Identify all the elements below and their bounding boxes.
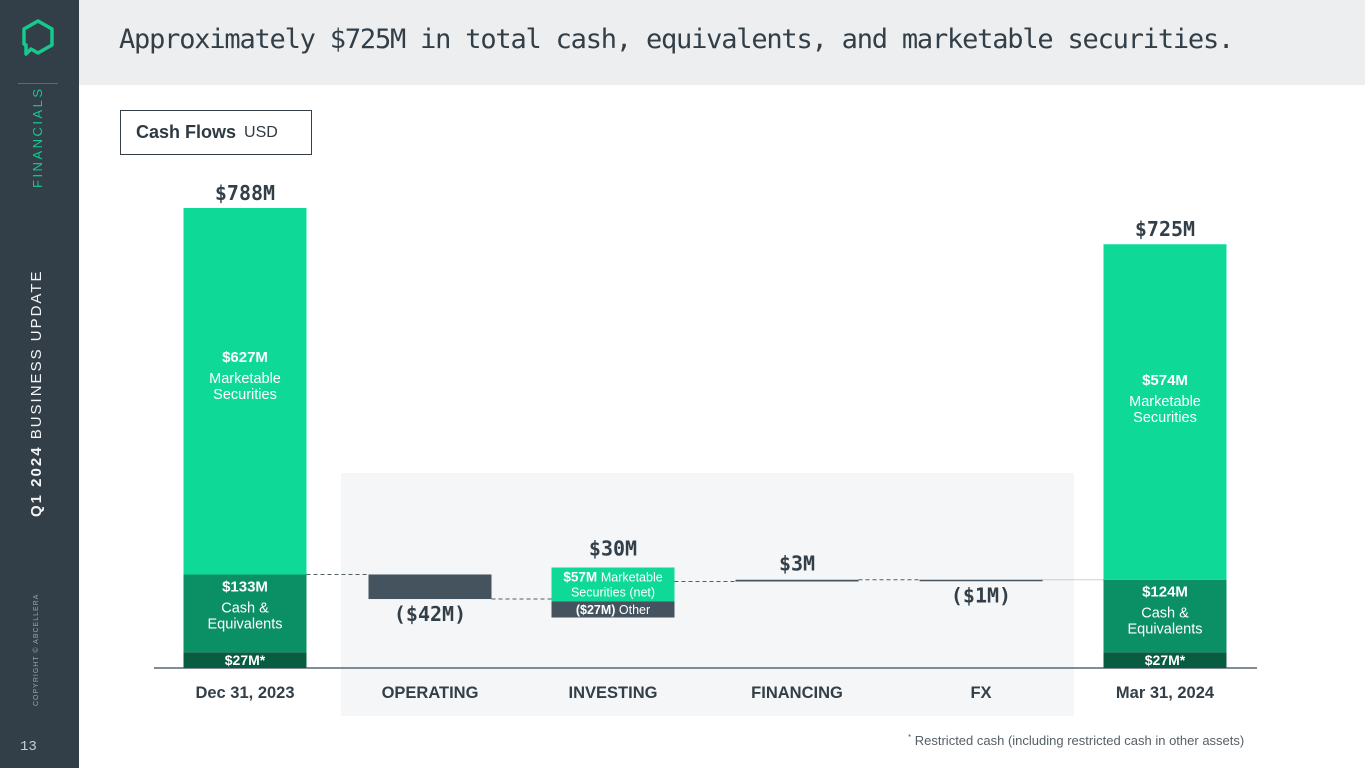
end-cash-caption-1: Cash & — [1141, 606, 1189, 622]
start-cash-caption-1: Cash & — [221, 600, 269, 616]
cash-flows-title: Cash Flows — [136, 122, 237, 142]
change-investing-marketable-segment — [551, 567, 675, 602]
cash-flows-unit: USD — [244, 123, 278, 141]
change-fx-label: ($1M) — [951, 584, 1011, 608]
change-investing-marketable-label: $57M Marketable — [563, 569, 662, 584]
end-segment-cash-equivalents — [1103, 579, 1227, 653]
category-label-3: FINANCING — [751, 684, 843, 702]
footnote-marker: * — [908, 733, 912, 742]
end-total-label: $725M — [1135, 217, 1195, 241]
start-segment-restricted-cash — [183, 652, 307, 668]
category-label-4: FX — [970, 684, 991, 702]
header: Approximately $725M in total cash, equiv… — [79, 0, 1365, 85]
category-label-5: Mar 31, 2024 — [1116, 684, 1215, 702]
start-total-label: $788M — [215, 181, 275, 205]
end-cash-caption-2: Equivalents — [1128, 622, 1203, 638]
sidebar-divider — [18, 83, 58, 84]
change-investing-other-label: ($27M) Other — [576, 603, 650, 617]
page-title: Approximately $725M in total cash, equiv… — [119, 24, 1234, 55]
abcellera-logo-icon — [22, 19, 54, 56]
page-number: 13 — [20, 739, 37, 755]
end-segment-marketable-securities — [1103, 244, 1227, 580]
cash-flows-label: Cash Flows USD — [120, 110, 312, 155]
change-financing-label: $3M — [779, 552, 815, 576]
category-label-2: INVESTING — [569, 684, 658, 702]
end-restricted-label: $27M* — [1145, 652, 1186, 668]
change-operating-bar — [368, 574, 492, 600]
start-marketable-caption-2: Securities — [213, 387, 277, 403]
start-marketable-value: $627M — [222, 349, 268, 366]
change-operating-label: ($42M) — [394, 602, 466, 626]
change-financing-bar — [735, 579, 859, 582]
end-segment-restricted-cash — [1103, 652, 1227, 668]
change-fx-bar — [919, 579, 1043, 582]
sidebar: FINANCIALS Q1 2024 BUSINESS UPDATE COPYR… — [0, 0, 79, 768]
start-restricted-label: $27M* — [225, 652, 266, 668]
category-label-0: Dec 31, 2023 — [195, 684, 294, 702]
end-marketable-caption-1: Marketable — [1129, 394, 1201, 410]
footnote: * Restricted cash (including restricted … — [908, 733, 1244, 748]
start-cash-value: $133M — [222, 578, 268, 595]
end-marketable-value: $574M — [1142, 372, 1188, 389]
end-marketable-caption-2: Securities — [1133, 410, 1197, 426]
end-cash-value: $124M — [1142, 584, 1188, 601]
change-investing-other-segment — [551, 601, 675, 618]
footnote-text: Restricted cash (including restricted ca… — [914, 733, 1245, 748]
change-investing-total-label: $30M — [589, 536, 637, 560]
start-marketable-caption-1: Marketable — [209, 371, 281, 387]
start-segment-marketable-securities — [183, 207, 307, 575]
start-cash-caption-2: Equivalents — [208, 616, 283, 632]
category-label-1: OPERATING — [382, 684, 479, 702]
change-investing-marketable-label-2: Securities (net) — [571, 585, 655, 599]
start-segment-cash-equivalents — [183, 574, 307, 653]
